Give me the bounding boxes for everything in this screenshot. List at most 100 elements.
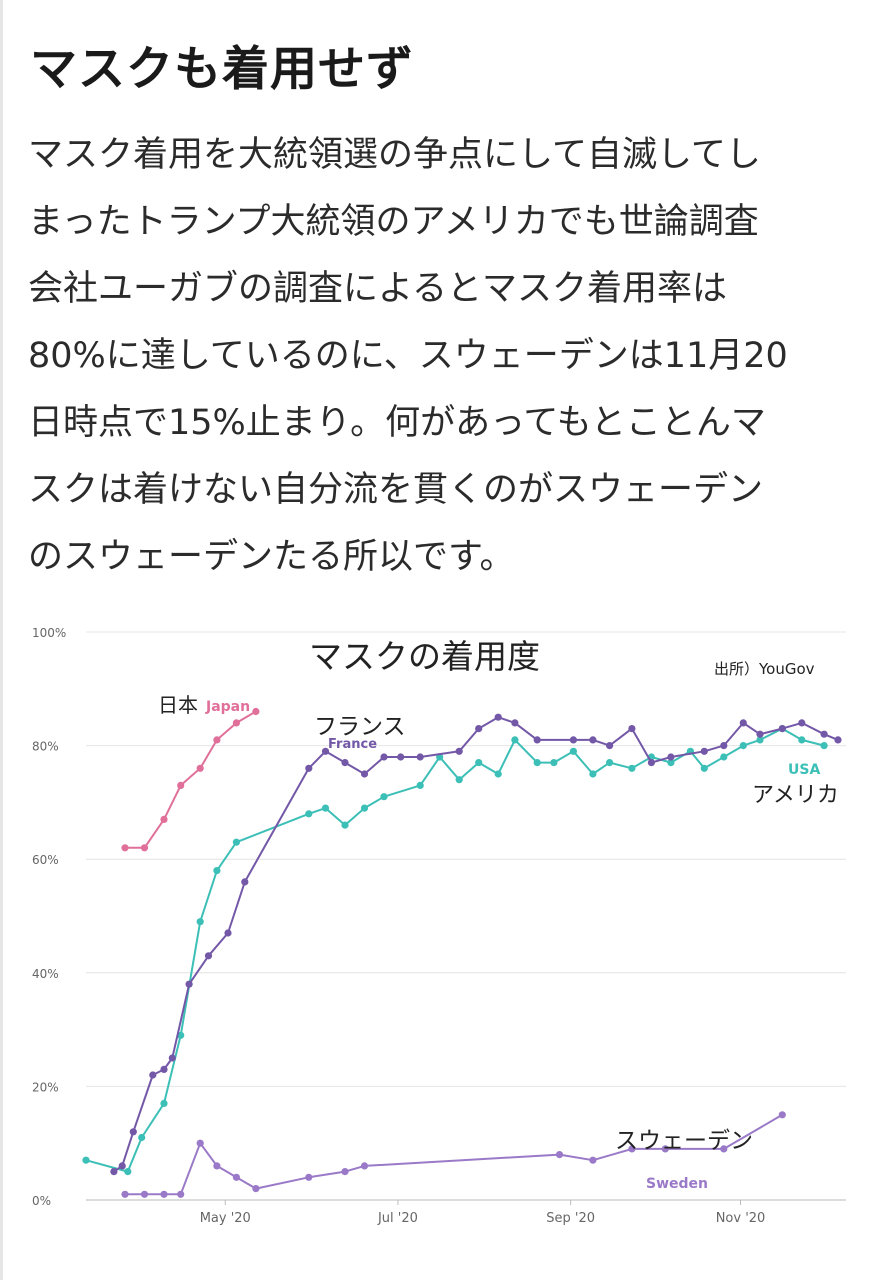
x-tick-label: Nov '20 <box>716 1211 766 1226</box>
japan-point <box>121 844 129 852</box>
paragraph-line: のスウェーデンたる所以です。 <box>28 537 515 577</box>
france-point <box>380 753 388 761</box>
usa-point <box>160 1099 168 1107</box>
paragraph-line: マスク着用を大統領選の争点にして自滅してし <box>28 135 761 175</box>
usa-label-ja: アメリカ <box>752 783 839 808</box>
usa-point <box>341 821 349 829</box>
france-point <box>589 736 597 744</box>
usa-point <box>138 1133 146 1142</box>
series-france <box>110 713 842 1176</box>
usa-point <box>606 759 614 767</box>
sweden-point <box>305 1173 313 1181</box>
france-point <box>511 719 519 727</box>
usa-point <box>321 804 330 812</box>
france-point <box>667 753 675 761</box>
usa-point <box>700 764 708 772</box>
sweden-point <box>121 1190 129 1198</box>
usa-point <box>550 759 558 767</box>
x-tick-label: Jul '20 <box>377 1211 418 1226</box>
chart-canvas: 0% 20% 40% 60% 80% 100% May '20 Jul '20 Sep '20 N… <box>18 612 860 1252</box>
france-point <box>204 952 213 960</box>
usa-point <box>739 742 747 750</box>
france-point <box>118 1162 126 1170</box>
france-point <box>149 1071 157 1079</box>
france-point <box>820 730 828 738</box>
sweden-point <box>720 1145 728 1153</box>
sweden-point <box>140 1190 149 1198</box>
sweden-point <box>341 1168 349 1176</box>
france-point <box>720 742 728 750</box>
france-point <box>129 1128 137 1136</box>
x-tick-label: May '20 <box>200 1211 251 1226</box>
france-point <box>416 753 424 761</box>
japan-point <box>196 764 204 772</box>
series-sweden <box>121 1111 786 1198</box>
france-point <box>185 980 193 988</box>
usa-point <box>196 918 204 926</box>
usa-point <box>589 770 597 778</box>
france-point <box>778 725 786 733</box>
france-point <box>533 736 541 744</box>
chart-background <box>18 612 860 1252</box>
usa-label-en: USA <box>788 762 820 778</box>
france-point <box>160 1065 168 1073</box>
sweden-point <box>589 1156 597 1164</box>
usa-point <box>475 759 483 767</box>
france-line <box>113 716 839 1173</box>
france-point <box>494 713 502 721</box>
sweden-point <box>213 1162 221 1170</box>
france-label-ja: フランス <box>314 714 406 740</box>
usa-point <box>124 1168 132 1176</box>
sweden-point <box>177 1190 185 1198</box>
usa-point <box>720 753 728 761</box>
france-point <box>628 725 636 733</box>
france-point <box>756 730 764 738</box>
sweden-point <box>661 1145 669 1153</box>
france-point <box>168 1054 176 1062</box>
y-tick-label: 60% <box>32 853 59 867</box>
france-point <box>341 759 349 767</box>
france-point <box>224 929 232 937</box>
paragraph-line: 会社ユーガブの調査によるとマスク着用率は <box>28 269 727 309</box>
usa-point <box>416 781 424 789</box>
paragraph-line: まったトランプ大統領のアメリカでも世論調査 <box>28 202 759 242</box>
page-left-border <box>0 0 3 1280</box>
chart-axes: 0% 20% 40% 60% 80% 100% May '20 Jul '20 Sep '20 N… <box>32 626 765 1226</box>
series-japan <box>121 707 260 852</box>
japan-point <box>140 844 149 852</box>
usa-point <box>569 747 578 755</box>
article-paragraph: マスク着用を大統領選の争点にして自滅してし まったトランプ大統領のアメリカでも世… <box>28 122 858 591</box>
japan-point <box>213 736 221 744</box>
y-tick-label: 80% <box>32 740 59 754</box>
usa-point <box>756 736 764 744</box>
sweden-point <box>232 1173 240 1181</box>
sweden-point <box>555 1151 564 1159</box>
france-point <box>241 878 249 886</box>
sweden-label-en: Sweden <box>646 1176 708 1192</box>
japan-point <box>160 815 168 823</box>
japan-point <box>232 719 240 727</box>
usa-point <box>820 742 828 750</box>
sweden-point <box>252 1185 260 1193</box>
x-tick-label: Sep '20 <box>546 1211 595 1226</box>
chart-source: 出所）YouGov <box>714 660 815 678</box>
france-point <box>569 736 578 744</box>
france-point <box>647 759 656 767</box>
japan-point <box>177 781 185 789</box>
chart-series <box>82 707 842 1198</box>
y-tick-label: 40% <box>32 967 59 981</box>
chart-title: マスクの着用度 <box>309 637 540 676</box>
japan-line <box>125 710 257 849</box>
usa-point <box>533 759 541 767</box>
usa-point <box>455 776 463 784</box>
paragraph-line: 日時点で15%止まり。何があってもとことんマ <box>28 403 766 443</box>
y-tick-label: 0% <box>32 1194 51 1208</box>
usa-point <box>798 736 806 744</box>
france-point <box>834 736 842 744</box>
usa-point <box>305 810 313 818</box>
france-point <box>475 725 483 733</box>
paragraph-line: 80%に達しているのに、スウェーデンは11月20 <box>28 336 788 376</box>
france-point <box>397 753 405 761</box>
france-point <box>700 747 708 755</box>
